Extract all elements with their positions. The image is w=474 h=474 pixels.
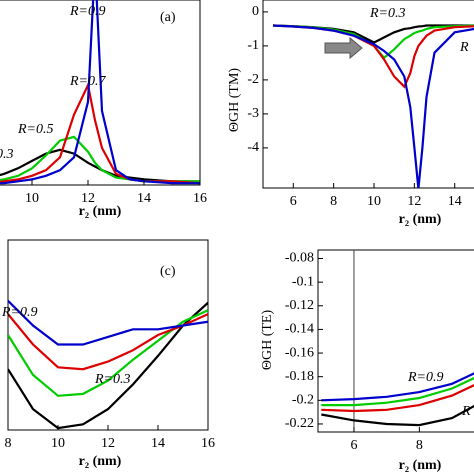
y-tick-label: 0 <box>252 4 259 19</box>
y-tick-label: -1 <box>247 38 259 53</box>
x-tick-label: 8 <box>416 438 423 453</box>
plot-frame <box>7 239 209 431</box>
curve <box>321 376 474 407</box>
annotation: R=0.9 <box>407 370 444 385</box>
annotation: R <box>461 404 471 419</box>
y-tick-label: -0.18 <box>285 369 314 384</box>
curve <box>273 24 474 89</box>
annotation: R=0.9 <box>69 4 106 19</box>
plot-area <box>273 24 474 188</box>
x-axis-label: r₂ (nm) <box>399 212 442 227</box>
plot-frame <box>317 249 474 433</box>
y-tick-label: -0.08 <box>285 251 314 266</box>
x-axis-label: r₂ (nm) <box>79 454 122 469</box>
curve <box>321 372 474 402</box>
x-tick-label: 10 <box>51 436 65 451</box>
y-tick-label: -0.1 <box>292 274 314 289</box>
plot-frame <box>0 0 201 186</box>
x-tick-label: 10 <box>367 194 381 209</box>
annotation: R=0.9 <box>1 305 38 320</box>
arrow <box>324 36 363 60</box>
plot-area <box>0 0 200 185</box>
y-tick-label: -0.2 <box>292 393 314 408</box>
annotation: R <box>459 40 469 55</box>
x-axis-label: r₂ (nm) <box>399 458 442 473</box>
x-tick-label: 8 <box>330 194 337 209</box>
curve <box>273 24 474 188</box>
y-tick-label: -0.22 <box>285 416 314 431</box>
y-tick-label: -2 <box>247 72 259 87</box>
annotation: R=0.3 <box>369 6 406 21</box>
annotation: R=0.7 <box>69 74 106 89</box>
curve <box>8 301 208 430</box>
x-tick-label: 16 <box>193 191 207 206</box>
panel-label: (c) <box>160 264 176 279</box>
x-tick-label: 6 <box>290 194 297 209</box>
y-tick-label: -0.12 <box>285 298 314 313</box>
x-tick-label: 10 <box>25 191 39 206</box>
x-tick-label: 12 <box>81 191 95 206</box>
x-tick-label: 6 <box>350 438 357 453</box>
x-tick-label: 14 <box>137 191 151 206</box>
annotation: R=0.3 <box>94 372 131 387</box>
y-tick-label: -3 <box>247 106 259 121</box>
x-tick-label: 16 <box>201 436 215 451</box>
x-tick-label: 12 <box>407 194 421 209</box>
curve <box>8 313 208 371</box>
panel-label: (a) <box>160 10 176 25</box>
x-tick-label: 12 <box>101 436 115 451</box>
x-axis-label: r₂ (nm) <box>79 204 122 219</box>
plot-area <box>321 250 474 432</box>
curve <box>8 300 208 346</box>
y-tick-label: -0.14 <box>285 322 314 337</box>
y-axis-label: ΘGH (TE) <box>260 310 275 371</box>
curve <box>0 148 200 183</box>
plot-area <box>8 300 208 430</box>
annotation: R=0.5 <box>17 122 54 137</box>
curve <box>321 384 474 413</box>
y-tick-label: -0.16 <box>285 345 314 360</box>
y-tick-label: -4 <box>247 140 259 155</box>
annotation: 0.3 <box>0 147 14 162</box>
curve <box>0 0 200 185</box>
x-tick-label: 14 <box>151 436 165 451</box>
x-tick-label: 14 <box>448 194 462 209</box>
curve <box>321 404 474 427</box>
y-axis-label: ΘGH (TM) <box>227 68 242 132</box>
x-tick-label: 8 <box>5 436 12 451</box>
